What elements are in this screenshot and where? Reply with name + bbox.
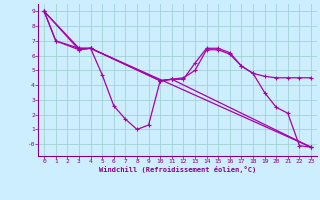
X-axis label: Windchill (Refroidissement éolien,°C): Windchill (Refroidissement éolien,°C) (99, 166, 256, 173)
